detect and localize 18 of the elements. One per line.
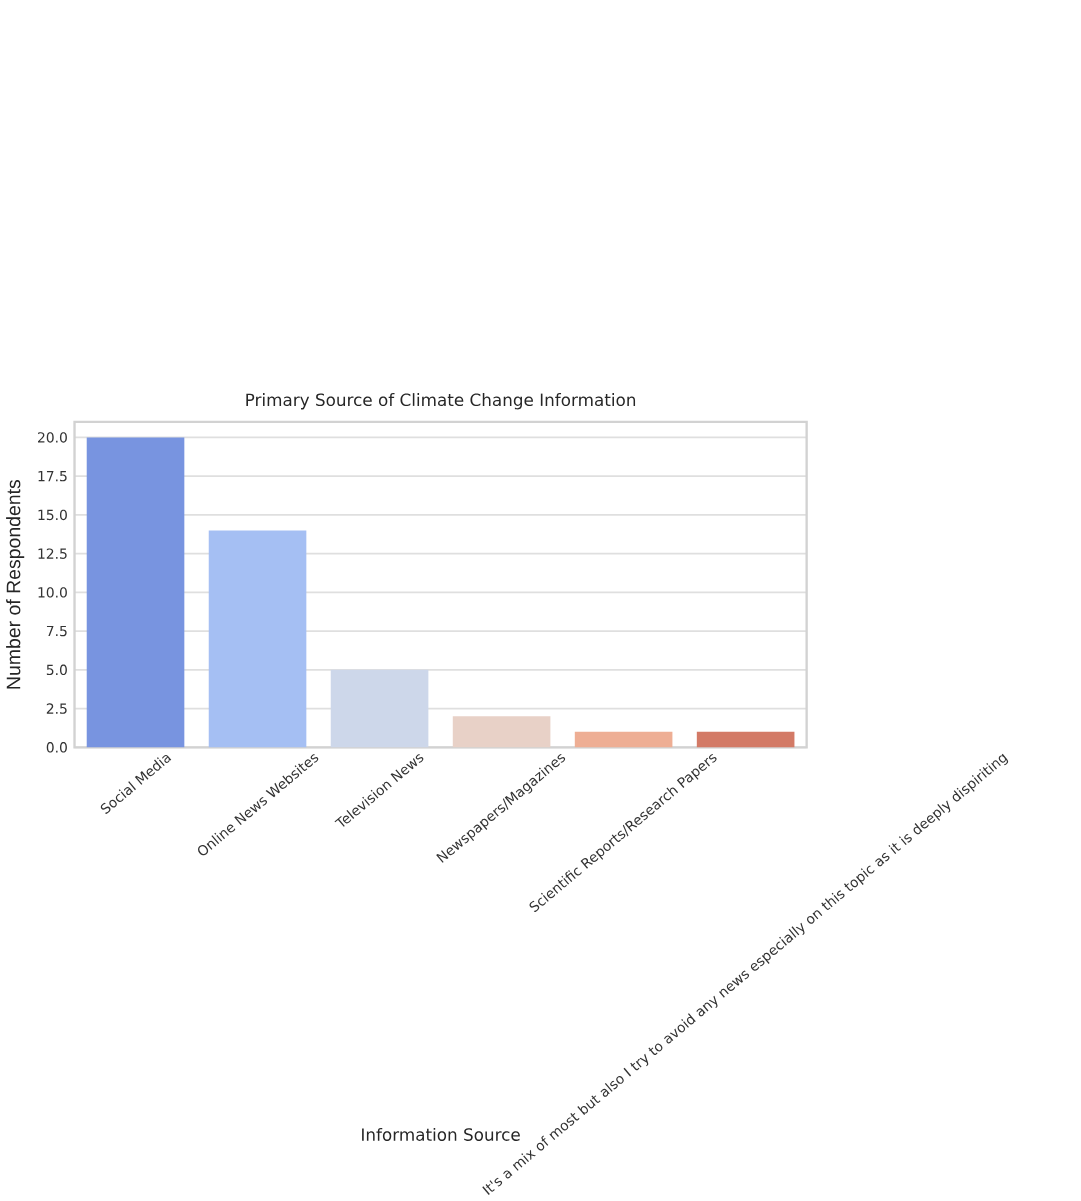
y-tick-label: 12.5 bbox=[38, 548, 67, 559]
y-tick-label: 7.5 bbox=[47, 625, 67, 637]
bar bbox=[208, 530, 307, 748]
bar bbox=[697, 731, 795, 748]
y-tick-label: 10.0 bbox=[38, 587, 68, 598]
bar bbox=[330, 669, 429, 748]
chart-title: Primary Source of Climate Change Information bbox=[246, 393, 636, 410]
bar bbox=[86, 437, 185, 748]
bar bbox=[574, 731, 673, 748]
y-tick-label: 0.0 bbox=[46, 742, 68, 753]
y-tick-label: 17.5 bbox=[38, 471, 67, 482]
y-axis-title: Number of Respondents bbox=[6, 479, 25, 689]
y-tick-label: 2.5 bbox=[47, 703, 67, 714]
bar bbox=[452, 716, 551, 748]
y-tick-label: 5.0 bbox=[47, 664, 68, 676]
x-axis-title: Information Source bbox=[362, 1127, 521, 1141]
y-tick-label: 20.0 bbox=[38, 432, 68, 443]
y-tick-label: 15.0 bbox=[38, 509, 68, 521]
